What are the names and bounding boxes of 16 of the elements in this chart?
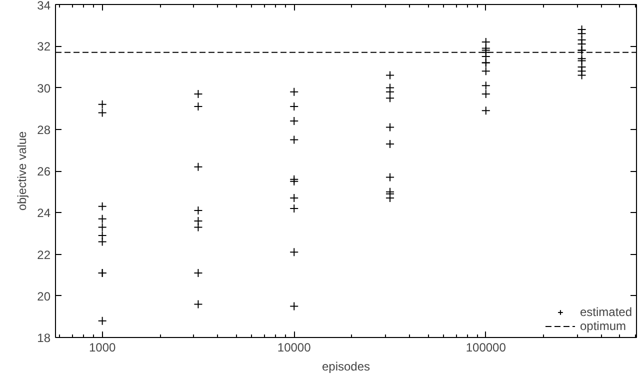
x-axis-title: episodes xyxy=(322,360,370,374)
x-tick-label: 10000 xyxy=(277,340,312,354)
y-tick-label: 30 xyxy=(37,81,51,96)
y-tick-label: 22 xyxy=(37,248,51,262)
y-tick-label: 24 xyxy=(37,206,51,220)
x-tick-label: 1000 xyxy=(88,340,116,354)
y-tick-label: 32 xyxy=(37,40,51,54)
legend-label: estimated xyxy=(580,305,632,319)
legend-label: optimum xyxy=(580,319,626,333)
y-tick-label: 20 xyxy=(37,289,51,304)
y-tick-label: 34 xyxy=(37,0,51,12)
y-tick-label: 18 xyxy=(37,331,51,345)
x-tick-label: 100000 xyxy=(466,340,506,354)
y-tick-label: 26 xyxy=(37,164,51,178)
y-axis-title: objective value xyxy=(15,130,30,211)
y-tick-label: 28 xyxy=(37,122,51,137)
